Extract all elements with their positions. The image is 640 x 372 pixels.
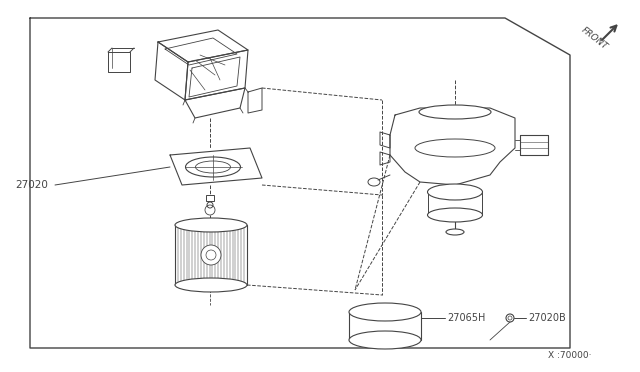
Ellipse shape — [428, 208, 483, 222]
Text: 27020: 27020 — [15, 180, 48, 190]
Ellipse shape — [415, 139, 495, 157]
Ellipse shape — [368, 178, 380, 186]
Ellipse shape — [446, 229, 464, 235]
Ellipse shape — [175, 278, 247, 292]
Ellipse shape — [349, 303, 421, 321]
Ellipse shape — [349, 331, 421, 349]
Ellipse shape — [419, 105, 491, 119]
Ellipse shape — [175, 218, 247, 232]
Ellipse shape — [428, 184, 483, 200]
Circle shape — [201, 245, 221, 265]
Text: 27020B: 27020B — [528, 313, 566, 323]
Text: FRONT: FRONT — [579, 25, 609, 51]
Text: X :70000·: X :70000· — [548, 352, 591, 360]
Bar — [206, 195, 214, 201]
Text: 27065H: 27065H — [447, 313, 485, 323]
